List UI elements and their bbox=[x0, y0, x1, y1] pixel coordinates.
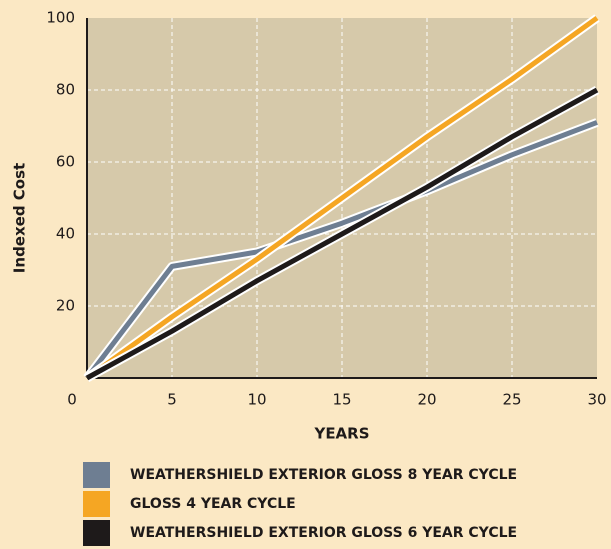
legend-swatch bbox=[83, 462, 110, 488]
x-tick-label: 0 bbox=[67, 391, 77, 409]
line bbox=[85, 15, 599, 381]
legend-label: GLOSS 4 YEAR CYCLE bbox=[130, 496, 296, 512]
legend-swatch bbox=[83, 520, 110, 546]
x-tick-label: 30 bbox=[587, 391, 606, 409]
x-tick-label: 10 bbox=[247, 391, 266, 409]
y-tick-label: 60 bbox=[56, 153, 75, 171]
y-tick-label: 40 bbox=[56, 225, 75, 243]
x-tick-label: 20 bbox=[417, 391, 436, 409]
x-tick-label: 5 bbox=[167, 391, 177, 409]
y-axis-label: Indexed Cost bbox=[11, 163, 29, 273]
x-tick-label: 15 bbox=[332, 391, 351, 409]
y-tick-label: 100 bbox=[46, 9, 75, 27]
legend-label: WEATHERSHIELD EXTERIOR GLOSS 8 YEAR CYCL… bbox=[130, 467, 517, 483]
y-tick-label: 20 bbox=[56, 297, 75, 315]
y-tick-label: 80 bbox=[56, 81, 75, 99]
line bbox=[85, 120, 598, 380]
legend-swatch bbox=[83, 491, 110, 517]
x-axis-label: YEARS bbox=[313, 425, 369, 443]
x-tick-label: 25 bbox=[502, 391, 521, 409]
line bbox=[85, 87, 599, 381]
legend-label: WEATHERSHIELD EXTERIOR GLOSS 6 YEAR CYCL… bbox=[130, 525, 517, 541]
